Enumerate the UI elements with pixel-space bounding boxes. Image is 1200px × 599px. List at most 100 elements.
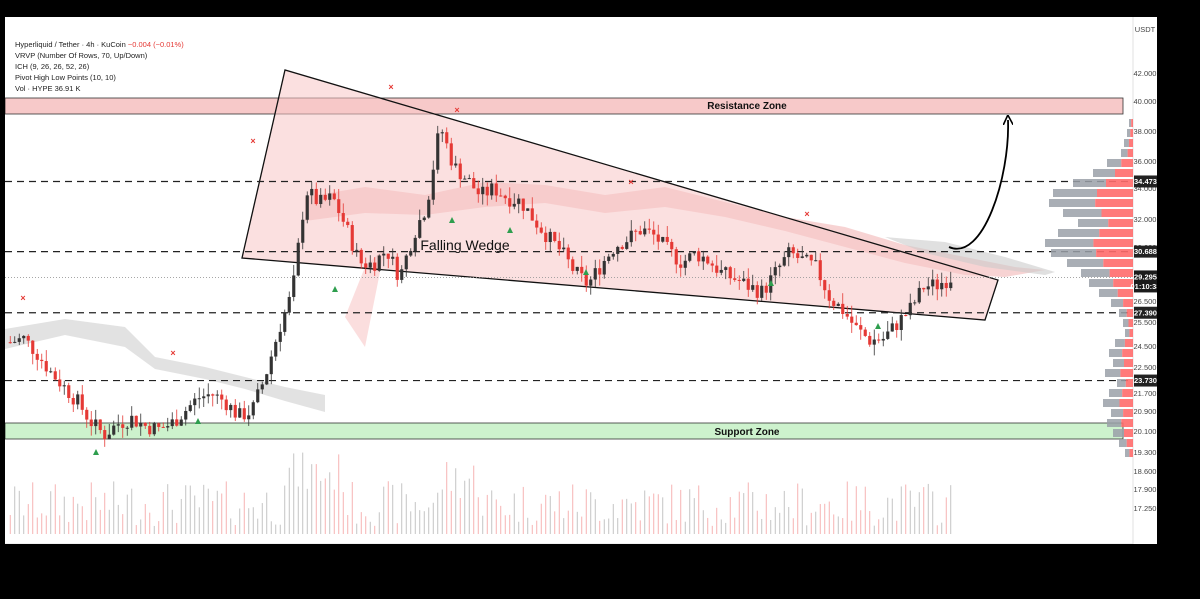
candle-body: [188, 405, 192, 411]
candle-body: [728, 267, 732, 279]
candle-body: [98, 419, 102, 431]
chart-panel[interactable]: Resistance Zone Support Zone Falling Wed…: [5, 17, 1157, 544]
candle-body: [638, 231, 642, 235]
candle-body: [449, 143, 453, 166]
candle-body: [692, 251, 696, 254]
candle-body: [166, 426, 170, 428]
candle-body: [697, 251, 701, 262]
candle-body: [328, 193, 332, 200]
volume-profile-up-bar: [1101, 209, 1133, 217]
candle-body: [148, 425, 152, 435]
pivot-low-marker: [195, 418, 201, 424]
legend-ichimoku[interactable]: ICH (9, 26, 26, 52, 26): [15, 62, 90, 71]
volume-profile-up-bar: [1125, 379, 1133, 387]
legend-pivots[interactable]: Pivot High Low Points (10, 10): [15, 73, 116, 82]
volume-profile-up-bar: [1122, 389, 1133, 397]
symbol-row[interactable]: Hyperliquid / Tether · 4h · KuCoin −0.00…: [15, 39, 184, 50]
candle-body: [607, 256, 611, 261]
candle-body: [8, 342, 12, 344]
volume-profile-down-bar: [1111, 299, 1124, 307]
candle-body: [175, 419, 179, 426]
volume-profile-up-bar: [1095, 199, 1133, 207]
candle-body: [152, 423, 156, 435]
support-zone-label: Support Zone: [715, 427, 780, 438]
price-tick-label: 38.000: [1134, 127, 1157, 136]
candle-body: [949, 282, 953, 289]
legend-volume[interactable]: Vol · HYPE 36.91 K: [15, 84, 81, 93]
candle-body: [170, 419, 174, 427]
falling-wedge-shape: [241, 69, 999, 321]
pivot-low-marker: [449, 217, 455, 223]
candle-body: [575, 266, 579, 271]
pivot-high-marker: ×: [804, 209, 809, 219]
candle-body: [337, 199, 341, 214]
volume-profile-up-bar: [1124, 359, 1133, 367]
price-tick-label: 24.500: [1134, 342, 1157, 351]
candle-body: [850, 316, 854, 323]
indicator-legend: Hyperliquid / Tether · 4h · KuCoin −0.00…: [15, 39, 184, 94]
volume-profile: [1045, 119, 1133, 457]
candle-body: [265, 374, 269, 385]
candle-body: [125, 427, 129, 429]
candle-body: [53, 371, 57, 380]
candle-body: [395, 256, 399, 280]
price-tick-label: 17.250: [1134, 504, 1157, 513]
countdown-text: 01:10:38: [1130, 282, 1157, 291]
candle-body: [634, 230, 638, 232]
candle-body: [62, 385, 66, 387]
volume-profile-down-bar: [1058, 229, 1100, 237]
candle-body: [796, 253, 800, 258]
volume-profile-down-bar: [1073, 179, 1106, 187]
candle-body: [877, 339, 881, 341]
candle-body: [931, 279, 935, 287]
candle-body: [539, 227, 543, 233]
candle-body: [40, 359, 44, 362]
candle-body: [242, 408, 246, 420]
candle-body: [314, 188, 318, 205]
volume-profile-up-bar: [1128, 139, 1133, 147]
candle-body: [332, 193, 336, 200]
volume-profile-down-bar: [1125, 329, 1130, 337]
candlestick-series: [8, 125, 953, 447]
candle-body: [76, 394, 80, 405]
candle-body: [881, 338, 885, 341]
candle-body: [346, 221, 350, 226]
volume-profile-down-bar: [1109, 389, 1123, 397]
price-chart[interactable]: Resistance Zone Support Zone Falling Wed…: [5, 17, 1157, 544]
volume-profile-up-bar: [1093, 239, 1133, 247]
price-axis: USDT 42.000 40.000 38.000 36.000 34.000 32.00…: [1134, 25, 1157, 513]
candle-body: [229, 404, 233, 411]
candle-body: [296, 242, 300, 276]
candle-body: [544, 232, 548, 243]
candle-body: [940, 282, 944, 290]
candle-body: [647, 228, 651, 230]
candle-body: [616, 246, 620, 254]
current-price-badge: [1134, 270, 1157, 293]
volume-profile-down-bar: [1063, 209, 1102, 217]
price-level-badge: [1134, 245, 1157, 258]
price-tick-label: 21.700: [1134, 389, 1157, 398]
candle-body: [557, 240, 561, 250]
candle-body: [35, 353, 39, 360]
volume-profile-up-bar: [1129, 329, 1133, 337]
candle-body: [683, 260, 687, 268]
candle-body: [859, 325, 863, 330]
price-tick-label: 32.000: [1134, 215, 1157, 224]
candle-body: [620, 246, 624, 249]
current-price-text: 29.295: [1134, 273, 1157, 282]
candle-body: [832, 300, 836, 306]
candle-body: [476, 188, 480, 195]
volume-profile-down-bar: [1105, 369, 1121, 377]
price-tick-label: 20.900: [1134, 407, 1157, 416]
candle-body: [553, 231, 557, 241]
candle-body: [44, 361, 48, 372]
volume-profile-up-bar: [1131, 119, 1133, 127]
candle-body: [197, 398, 201, 400]
volume-profile-up-bar: [1108, 219, 1133, 227]
volume-profile-up-bar: [1121, 419, 1133, 427]
candle-body: [499, 195, 503, 197]
legend-vrvp[interactable]: VRVP (Number Of Rows, 70, Up/Down): [15, 51, 148, 60]
candle-body: [598, 268, 602, 275]
candle-body: [760, 285, 764, 298]
